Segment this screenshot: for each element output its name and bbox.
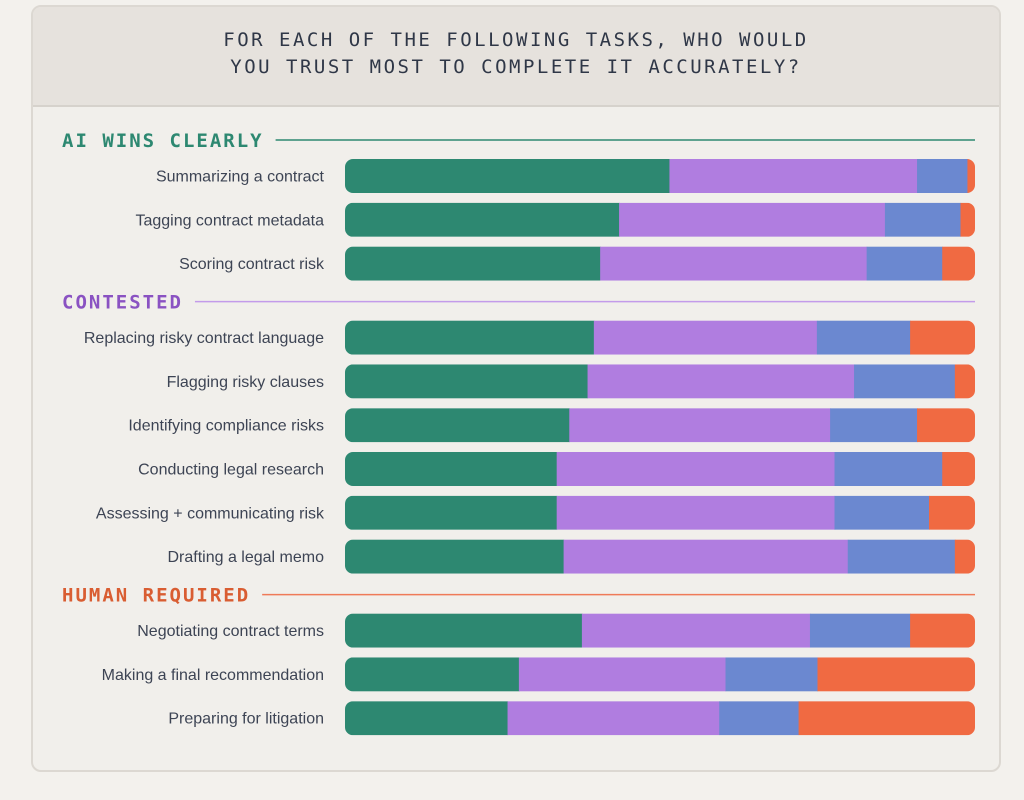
row-label: Replacing risky contract language (84, 330, 324, 347)
stacked-bar (345, 657, 975, 692)
bar-segment-0 (345, 452, 558, 486)
bar-segment-2 (830, 408, 918, 443)
row-label: Conducting legal research (138, 462, 324, 479)
bar-segment-2 (725, 657, 819, 692)
bar-segment-0 (345, 246, 601, 281)
chart-card: FOR EACH OF THE FOLLOWING TASKS, WHO WOU… (31, 5, 1001, 772)
bar-segment-1 (556, 495, 836, 530)
bar-segment-1 (619, 202, 886, 237)
bar-segment-2 (816, 320, 911, 355)
bar-segment-1 (600, 246, 868, 281)
row-label: Tagging contract metadata (135, 212, 324, 229)
stacked-bar (345, 320, 975, 355)
bar-segment-2 (719, 701, 800, 736)
bar-row: Assessing + communicating risk (96, 495, 975, 530)
row-label: Negotiating contract terms (137, 623, 324, 640)
row-label: Identifying compliance risks (128, 418, 324, 435)
bar-row: Scoring contract risk (179, 246, 975, 281)
bar-segment-1 (669, 159, 918, 193)
bar-segment-2 (917, 159, 969, 193)
bar-segment-1 (518, 657, 727, 692)
bar-segment-0 (345, 701, 509, 736)
row-label: Preparing for litigation (168, 711, 324, 728)
bar-segment-3 (954, 364, 975, 399)
stacked-bar (345, 539, 975, 574)
bar-segment-1 (556, 452, 836, 486)
bar-row: Summarizing a contract (156, 159, 975, 193)
bar-row: Replacing risky contract language (84, 320, 975, 355)
bar-segment-3 (954, 539, 975, 574)
bar-segment-3 (910, 613, 975, 648)
stacked-bar (345, 202, 975, 237)
stacked-bar (345, 364, 975, 399)
bar-segment-1 (507, 701, 720, 736)
bar-segment-0 (345, 202, 620, 237)
row-label: Summarizing a contract (156, 169, 325, 186)
bar-segment-1 (587, 364, 855, 399)
bar-row: Conducting legal research (138, 452, 975, 486)
chart-title: FOR EACH OF THE FOLLOWING TASKS, WHO WOU… (223, 29, 809, 78)
stacked-bar (345, 613, 975, 648)
bar-segment-3 (960, 202, 975, 237)
row-label: Scoring contract risk (179, 256, 325, 273)
bar-segment-3 (942, 452, 975, 486)
bar-segment-2 (847, 539, 956, 574)
section-title: HUMAN REQUIRED (62, 585, 250, 607)
bar-segment-0 (345, 613, 583, 648)
bar-segment-3 (942, 246, 975, 281)
bar-segment-3 (910, 320, 975, 355)
bar-row: Tagging contract metadata (135, 202, 975, 237)
bar-row: Preparing for litigation (168, 701, 975, 736)
section-1: CONTESTED Replacing risky contract langua… (62, 292, 975, 574)
bar-row: Drafting a legal memo (167, 539, 975, 574)
bar-segment-2 (809, 613, 911, 648)
row-label: Flagging risky clauses (167, 374, 324, 391)
bar-segment-3 (967, 159, 975, 193)
row-label: Making a final recommendation (102, 667, 324, 684)
stacked-bar (345, 159, 975, 193)
bar-segment-0 (345, 364, 589, 399)
bar-segment-2 (834, 495, 930, 530)
bar-segment-0 (345, 320, 595, 355)
bar-segment-2 (854, 364, 956, 399)
bar-segment-1 (593, 320, 818, 355)
bar-segment-2 (834, 452, 943, 486)
bar-segment-0 (345, 408, 570, 443)
stacked-bar (345, 452, 975, 486)
bar-row: Making a final recommendation (102, 657, 975, 692)
stacked-bar (345, 701, 975, 736)
bar-segment-1 (563, 539, 849, 574)
section-title: CONTESTED (62, 292, 183, 314)
section-0: AI WINS CLEARLY Summarizing a contract Tag… (62, 130, 975, 281)
row-label: Assessing + communicating risk (96, 505, 325, 522)
bar-row: Identifying compliance risks (128, 408, 975, 443)
section-title: AI WINS CLEARLY (62, 130, 264, 152)
stacked-bar-chart: AI WINS CLEARLY Summarizing a contract Tag… (62, 130, 975, 736)
stacked-bar (345, 246, 975, 281)
bar-segment-0 (345, 539, 565, 574)
bar-segment-1 (581, 613, 811, 648)
bar-segment-0 (345, 657, 520, 692)
stacked-bar (345, 408, 975, 443)
bar-row: Flagging risky clauses (167, 364, 975, 399)
section-2: HUMAN REQUIRED Negotiating contract terms… (62, 585, 975, 736)
bar-segment-0 (345, 495, 558, 530)
bar-segment-1 (569, 408, 831, 443)
bar-segment-3 (929, 495, 975, 530)
bar-segment-0 (345, 159, 671, 193)
bar-segment-3 (798, 701, 975, 736)
bar-segment-2 (884, 202, 962, 237)
row-label: Drafting a legal memo (167, 549, 324, 566)
bar-row: Negotiating contract terms (137, 613, 975, 648)
bar-segment-2 (866, 246, 943, 281)
chart-header: FOR EACH OF THE FOLLOWING TASKS, WHO WOU… (33, 7, 999, 107)
stacked-bar (345, 495, 975, 530)
bar-segment-3 (817, 657, 975, 692)
bar-segment-3 (917, 408, 975, 443)
